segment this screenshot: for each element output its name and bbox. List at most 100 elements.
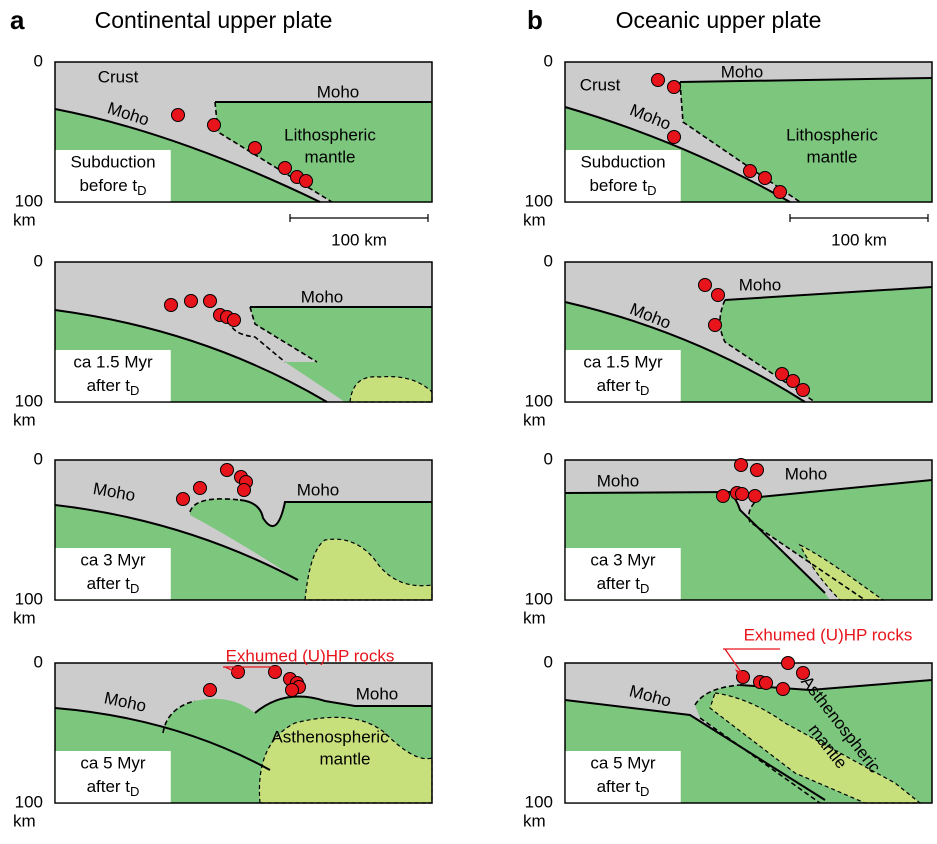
label: Moho [739, 275, 782, 294]
figure: aContinental upper plate0100kmCrustMohoM… [0, 0, 937, 839]
depth-top: 0 [544, 251, 553, 270]
hp-rock [699, 279, 712, 292]
caption-text: after t [87, 574, 131, 593]
hp-rock [668, 81, 681, 94]
hp-rock [208, 119, 221, 132]
caption-text: after t [87, 376, 131, 395]
hp-rock [749, 490, 762, 503]
hp-rock [286, 684, 299, 697]
caption-line: ca 1.5 Myr [583, 352, 663, 371]
hp-rock [709, 319, 722, 332]
hp-rock [735, 459, 748, 472]
label: Moho [356, 684, 399, 703]
caption-text: after t [597, 574, 641, 593]
label: mantle [304, 147, 355, 166]
depth-unit: km [13, 410, 36, 429]
panel-title: Oceanic upper plate [616, 7, 822, 33]
panel-letter: a [10, 5, 25, 35]
hp-rock [782, 657, 795, 670]
hp-rock [797, 384, 810, 397]
hp-rock [194, 482, 207, 495]
annotation: Exhumed (U)HP rocks [744, 625, 913, 644]
scale-bar [290, 214, 428, 222]
label: Moho [785, 464, 828, 483]
depth-top: 0 [34, 652, 43, 671]
hp-rock [221, 464, 234, 477]
section: CrustMohoMohoLithosphericmantleSubductio… [55, 62, 432, 249]
label: Moho [597, 471, 640, 490]
hp-rock [717, 490, 730, 503]
caption-text: after t [597, 376, 641, 395]
depth-top: 0 [34, 51, 43, 70]
depth-bottom: 100 [15, 589, 43, 608]
hp-rock [204, 295, 217, 308]
depth-bottom: 100 [15, 191, 43, 210]
label: mantle [806, 147, 857, 166]
depth-top: 0 [34, 449, 43, 468]
section: CrustMohoMohoLithosphericmantleSubductio… [565, 62, 932, 249]
hp-rock [760, 677, 773, 690]
hp-rock [787, 375, 800, 388]
hp-rock [759, 172, 772, 185]
depth-bottom: 100 [15, 391, 43, 410]
label: Moho [297, 480, 340, 499]
annotation: Exhumed (U)HP rocks [226, 646, 395, 665]
caption-line: ca 5 Myr [80, 753, 146, 772]
label: Crust [98, 67, 139, 86]
hp-rock [777, 683, 790, 696]
caption-text: after t [597, 777, 641, 796]
caption-text: before t [589, 176, 647, 195]
label: Moho [721, 62, 764, 81]
depth-unit: km [13, 608, 36, 627]
panel-title: Continental upper plate [95, 7, 333, 33]
depth-unit: km [13, 210, 36, 229]
depth-top: 0 [544, 449, 553, 468]
depth-unit: km [523, 608, 546, 627]
caption-subscript: D [130, 581, 139, 596]
depth-bottom: 100 [525, 391, 553, 410]
section: Moho Moho ca 3 Myr after tD [565, 459, 932, 601]
caption-subscript: D [640, 784, 649, 799]
depth-bottom: 100 [525, 589, 553, 608]
label: Moho [301, 287, 344, 306]
label: Crust [580, 75, 621, 94]
depth-unit: km [523, 410, 546, 429]
hp-rock [751, 464, 764, 477]
label: Asthenospheric [271, 727, 389, 746]
hp-rock [165, 299, 178, 312]
scale-label: 100 km [831, 230, 887, 249]
hp-rock [238, 484, 251, 497]
caption-line: Subduction [580, 152, 665, 171]
depth-top: 0 [544, 652, 553, 671]
hp-rock [712, 289, 725, 302]
hp-rock [668, 131, 681, 144]
caption-line: before tD [79, 176, 146, 198]
caption-line: ca 5 Myr [590, 753, 656, 772]
depth-bottom: 100 [15, 792, 43, 811]
hp-rock [279, 162, 292, 175]
hp-rock [774, 186, 787, 199]
scale-bar [790, 214, 928, 222]
depth-unit: km [523, 210, 546, 229]
caption-line: before tD [589, 176, 656, 198]
caption-subscript: D [137, 183, 146, 198]
label: Moho [317, 82, 360, 101]
caption-subscript: D [640, 581, 649, 596]
caption-line: ca 3 Myr [80, 550, 146, 569]
hp-rock [249, 142, 262, 155]
section: MohoMohoca 1.5 Myrafter tD [565, 262, 932, 402]
caption-line: ca 3 Myr [590, 550, 656, 569]
label: Lithospheric [284, 125, 376, 144]
caption-subscript: D [130, 784, 139, 799]
caption-subscript: D [647, 183, 656, 198]
hp-rock [177, 493, 190, 506]
caption-subscript: D [130, 383, 139, 398]
depth-bottom: 100 [525, 191, 553, 210]
depth-unit: km [523, 811, 546, 830]
hp-rock [228, 314, 241, 327]
label: mantle [319, 749, 370, 768]
caption-line: Subduction [70, 152, 155, 171]
